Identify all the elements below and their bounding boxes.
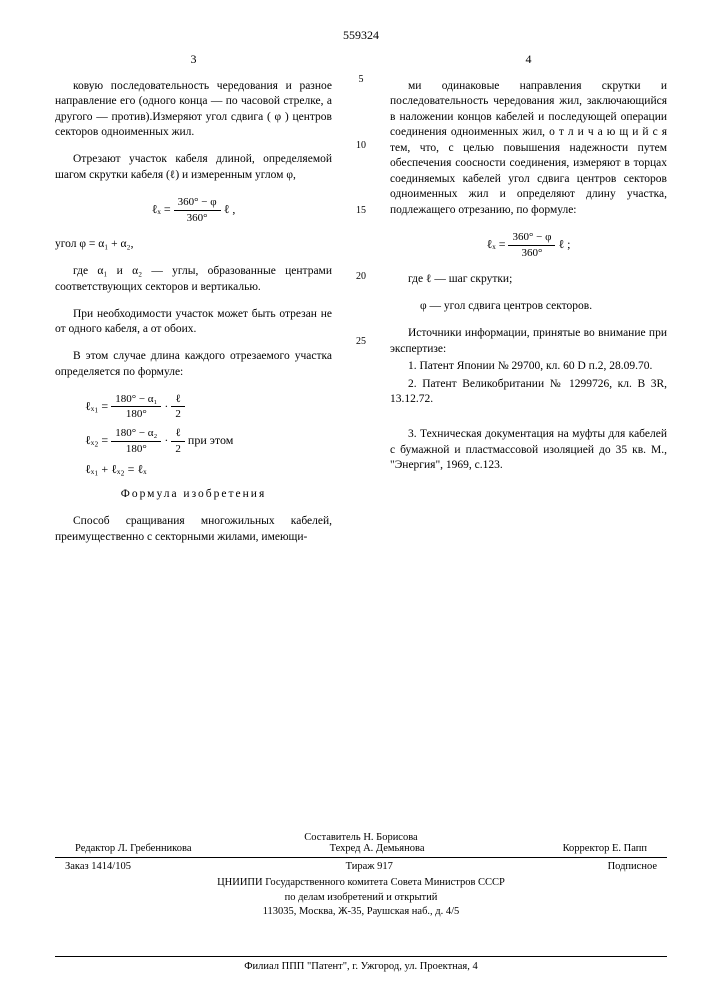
denominator: 360° (508, 246, 555, 261)
col-number-right: 4 (390, 51, 667, 67)
para: Отрезают участок кабеля длиной, определя… (55, 152, 332, 183)
formula-part: ℓₓ = (152, 202, 171, 216)
subscription: Подписное (608, 861, 657, 872)
denominator: 180° (111, 442, 161, 457)
formula-part: · (164, 399, 171, 413)
formula-part: ℓₓ = (486, 237, 505, 251)
col-number-left: 3 (55, 51, 332, 67)
address: 113035, Москва, Ж-35, Раушская наб., д. … (55, 905, 667, 920)
denominator: 2 (171, 442, 185, 457)
corrector: Корректор Е. Папп (563, 843, 647, 854)
line-num: 5 (354, 73, 368, 87)
org-line: ЦНИИПИ Государственного комитета Совета … (55, 876, 667, 891)
formula-sum: ℓₓ₁ + ℓₓ₂ = ℓₓ (55, 461, 332, 477)
para: где ℓ — шаг скрутки; (390, 272, 667, 288)
imprint-footer: Составитель Н. Борисова Редактор Л. Греб… (55, 832, 667, 920)
para: где α₁ и α₂ — углы, образованные центрам… (55, 264, 332, 295)
numerator: 360° − φ (508, 230, 555, 246)
para: φ — угол сдвига центров секторов. (390, 299, 667, 315)
tech-editor: Техред А. Демьянова (330, 843, 425, 854)
patent-number: 559324 (55, 28, 667, 43)
credits-row: Редактор Л. Гребенникова Техред А. Демья… (55, 843, 667, 854)
para: Способ сращивания многожильных кабелей, … (55, 514, 332, 545)
numerator: 180° − α₂ (111, 426, 161, 442)
compiler: Составитель Н. Борисова (55, 832, 667, 843)
para: угол φ = α₁ + α₂, (55, 237, 332, 253)
numerator: 360° − φ (174, 195, 221, 211)
printer-footer: Филиал ППП "Патент", г. Ужгород, ул. Про… (55, 956, 667, 972)
para: При необходимости участок может быть отр… (55, 307, 332, 338)
divider (55, 857, 667, 858)
references: Источники информации, принятые во вниман… (390, 326, 667, 474)
formula-part: ℓ ; (558, 237, 570, 251)
fraction: 180° − α₁ 180° (111, 392, 161, 423)
para: ми одинаковые направления скрутки и посл… (390, 79, 667, 219)
numerator: ℓ (171, 426, 185, 442)
formula-side: при этом (188, 433, 233, 447)
order-row: Заказ 1414/105 Тираж 917 Подписное (55, 861, 667, 872)
line-num: 20 (354, 270, 368, 284)
para: ковую последовательность чередования и р… (55, 79, 332, 141)
right-column: 4 ми одинаковые направления скрутки и по… (390, 51, 667, 557)
ref-item: 2. Патент Великобритании № 1299726, кл. … (390, 377, 667, 408)
formula-part: · (164, 433, 171, 447)
line-num: 15 (354, 204, 368, 218)
formula-lx1: ℓₓ₁ = 180° − α₁ 180° · ℓ 2 (55, 392, 332, 423)
formula-part: ℓ , (224, 202, 236, 216)
line-numbers: 5 10 15 20 25 (354, 51, 368, 557)
formula-part: ℓₓ₂ = (85, 433, 108, 447)
denominator: 2 (171, 407, 185, 422)
para: В этом случае длина каждого отрезаемого … (55, 349, 332, 380)
order-no: Заказ 1414/105 (65, 861, 131, 872)
denominator: 360° (174, 211, 221, 226)
numerator: 180° − α₁ (111, 392, 161, 408)
patent-page: 559324 3 ковую последовательность чередо… (0, 0, 707, 1000)
editor: Редактор Л. Гребенникова (75, 843, 191, 854)
org-line: по делам изобретений и открытий (55, 891, 667, 906)
fraction: ℓ 2 (171, 392, 185, 423)
line-num: 10 (354, 139, 368, 153)
fraction: 360° − φ 360° (174, 195, 221, 226)
denominator: 180° (111, 407, 161, 422)
line-num: 25 (354, 335, 368, 349)
fraction: 360° − φ 360° (508, 230, 555, 261)
fraction: ℓ 2 (171, 426, 185, 457)
ref-item: 3. Техническая документация на муфты для… (390, 427, 667, 474)
left-column: 3 ковую последовательность чередования и… (55, 51, 332, 557)
circulation: Тираж 917 (346, 861, 393, 872)
ref-item: 1. Патент Японии № 29700, кл. 60 D п.2, … (390, 359, 667, 375)
formula-part: ℓₓ₁ = (85, 399, 108, 413)
refs-heading: Источники информации, принятые во вниман… (390, 326, 667, 357)
text-columns: 3 ковую последовательность чередования и… (55, 51, 667, 557)
formula-lx-right: ℓₓ = 360° − φ 360° ℓ ; (390, 230, 667, 261)
fraction: 180° − α₂ 180° (111, 426, 161, 457)
formula-lx2: ℓₓ₂ = 180° − α₂ 180° · ℓ 2 при этом (55, 426, 332, 457)
formula-lx: ℓₓ = 360° − φ 360° ℓ , (55, 195, 332, 226)
org-block: ЦНИИПИ Государственного комитета Совета … (55, 876, 667, 920)
numerator: ℓ (171, 392, 185, 408)
claim-heading: Формула изобретения (55, 487, 332, 503)
